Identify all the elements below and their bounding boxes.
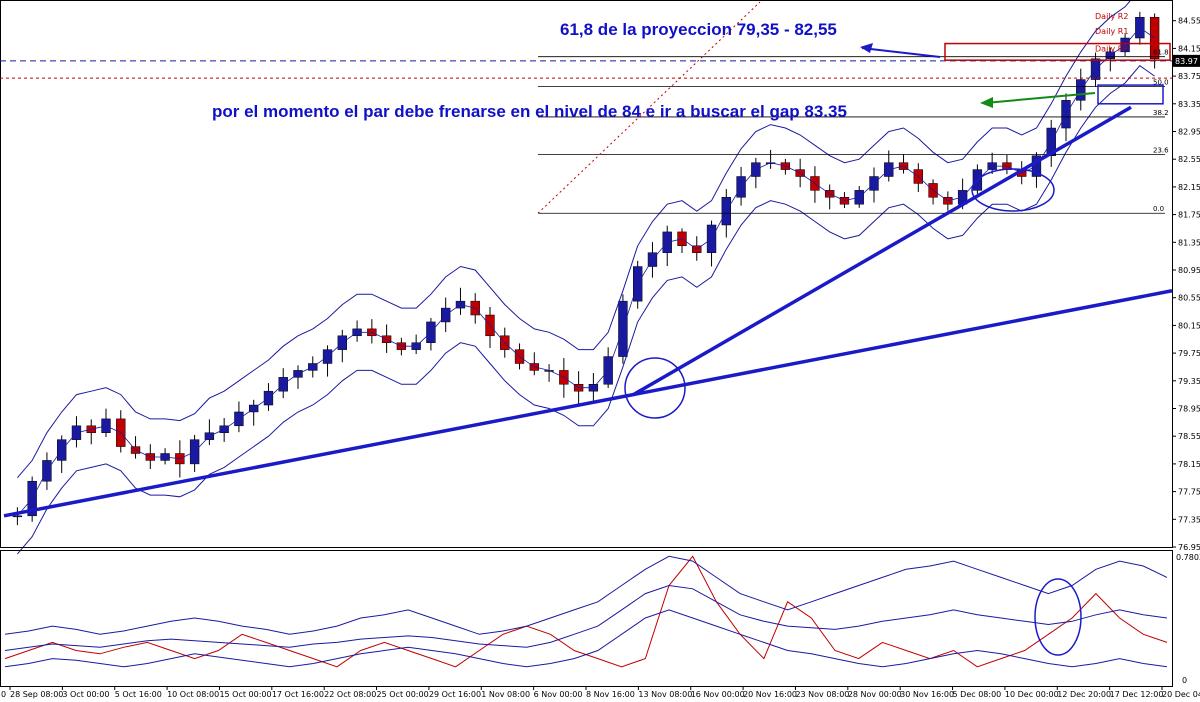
y-tick-label: 84.55 bbox=[1178, 17, 1200, 26]
x-tick-label: 28 Sep 08:00 bbox=[10, 690, 63, 699]
y-tick-label: 79.75 bbox=[1178, 349, 1200, 358]
x-tick-label: 20 Dec 04:00 bbox=[1162, 690, 1200, 699]
annotation-arrow bbox=[861, 47, 941, 58]
fib-diagonal bbox=[537, 1, 761, 214]
x-tick-label: 1 Nov 08:00 bbox=[481, 690, 530, 699]
x-tick-label: 0 bbox=[1, 690, 6, 699]
oscillator-line bbox=[4, 584, 1168, 651]
fib-level-label: 0.0 bbox=[1153, 205, 1164, 213]
y-tick-label: 83.75 bbox=[1178, 72, 1200, 81]
y-tick-label: 78.95 bbox=[1178, 404, 1200, 413]
x-tick-label: 28 Nov 00:00 bbox=[848, 690, 902, 699]
y-tick-label: 76.95 bbox=[1178, 543, 1200, 552]
x-tick-label: 13 Nov 08:00 bbox=[638, 690, 692, 699]
upper-band bbox=[17, 0, 1155, 479]
annotation-fib-projection: 61,8 de la proyeccion 79,35 - 82,55 bbox=[560, 20, 837, 39]
fib-level-label: 23.6 bbox=[1153, 146, 1169, 154]
trendline bbox=[3, 289, 1173, 518]
main-panel-frame bbox=[0, 0, 1173, 548]
x-tick-label: 10 Oct 08:00 bbox=[167, 690, 219, 699]
x-tick-label: 23 Nov 08:00 bbox=[795, 690, 849, 699]
candle-body bbox=[12, 515, 23, 518]
y-tick-label: 80.95 bbox=[1178, 266, 1200, 275]
x-tick-label: 17 Dec 12:00 bbox=[1110, 690, 1164, 699]
middle-band bbox=[17, 27, 1155, 517]
oscillator-line bbox=[4, 609, 1168, 668]
y-tick-label: 82.95 bbox=[1178, 127, 1200, 136]
osc-highlight-circle bbox=[1034, 578, 1082, 656]
x-tick-label: 15 Oct 00:00 bbox=[219, 690, 271, 699]
y-tick-label: 83.35 bbox=[1178, 100, 1200, 109]
x-tick-label: 6 Nov 00:00 bbox=[534, 690, 583, 699]
y-tick-label: 77.35 bbox=[1178, 515, 1200, 524]
y-tick-label: 82.15 bbox=[1178, 183, 1200, 192]
osc-y-tick-label: 0.7803 bbox=[1176, 553, 1200, 562]
x-tick-label: 5 Oct 16:00 bbox=[115, 690, 162, 699]
x-tick-label: 20 Nov 16:00 bbox=[743, 690, 797, 699]
oscillator-line bbox=[4, 555, 1168, 635]
current-price-label: 83.97 bbox=[1175, 57, 1198, 66]
x-tick-label: 22 Oct 08:00 bbox=[324, 690, 376, 699]
x-tick-label: 25 Oct 00:00 bbox=[377, 690, 429, 699]
x-tick-label: 12 Dec 20:00 bbox=[1057, 690, 1111, 699]
y-tick-label: 82.55 bbox=[1178, 155, 1200, 164]
y-tick-label: 77.75 bbox=[1178, 488, 1200, 497]
x-tick-label: 8 Nov 16:00 bbox=[586, 690, 635, 699]
pivot-label: Daily R1 bbox=[1095, 27, 1128, 36]
annotation-gap-target: por el momento el par debe frenarse en e… bbox=[212, 102, 847, 121]
x-tick-label: 29 Oct 16:00 bbox=[429, 690, 481, 699]
y-tick-label: 81.75 bbox=[1178, 211, 1200, 220]
y-tick-label: 78.15 bbox=[1178, 460, 1200, 469]
highlight-circle bbox=[971, 168, 1055, 212]
candle-body bbox=[1149, 16, 1160, 60]
annotation-arrowhead bbox=[980, 97, 993, 108]
highlight-circle bbox=[624, 357, 686, 419]
x-tick-label: 17 Oct 16:00 bbox=[272, 690, 324, 699]
trendline bbox=[632, 105, 1132, 397]
annotation-arrowhead bbox=[860, 43, 873, 53]
gap-highlight-box bbox=[1097, 84, 1164, 105]
x-tick-label: 5 Dec 08:00 bbox=[953, 690, 1002, 699]
current-price-box bbox=[1173, 54, 1200, 67]
x-tick-label: 30 Nov 16:00 bbox=[900, 690, 954, 699]
fib-level-label: 61.8 bbox=[1153, 49, 1169, 57]
osc-y-tick-label: 0 bbox=[1182, 676, 1187, 685]
annotation-arrow bbox=[984, 92, 1096, 104]
overlay-layer: 0.0 23.6 38.2 50.0 61.8 Daily R2 Daily R1 Daily… bbox=[3, 1, 1173, 656]
y-tick-label: 78.55 bbox=[1178, 432, 1200, 441]
y-tick-label: 80.55 bbox=[1178, 294, 1200, 303]
y-tick-label: 81.35 bbox=[1178, 238, 1200, 247]
x-tick-label: 16 Nov 00:00 bbox=[691, 690, 745, 699]
oscillator-panel bbox=[4, 555, 1168, 668]
y-tick-label: 80.15 bbox=[1178, 321, 1200, 330]
pivot-label: Daily PP bbox=[1095, 44, 1128, 53]
pivot-highlight-box bbox=[944, 42, 1171, 61]
x-tick-label: 3 Oct 00:00 bbox=[62, 690, 109, 699]
fib-level-label: 50.0 bbox=[1153, 78, 1169, 86]
fib-level-label: 38.2 bbox=[1153, 109, 1169, 117]
y-tick-label: 84.15 bbox=[1178, 44, 1200, 53]
pivot-label: Daily R2 bbox=[1095, 12, 1128, 21]
y-tick-label: 79.35 bbox=[1178, 377, 1200, 386]
x-tick-label: 10 Dec 00:00 bbox=[1005, 690, 1059, 699]
